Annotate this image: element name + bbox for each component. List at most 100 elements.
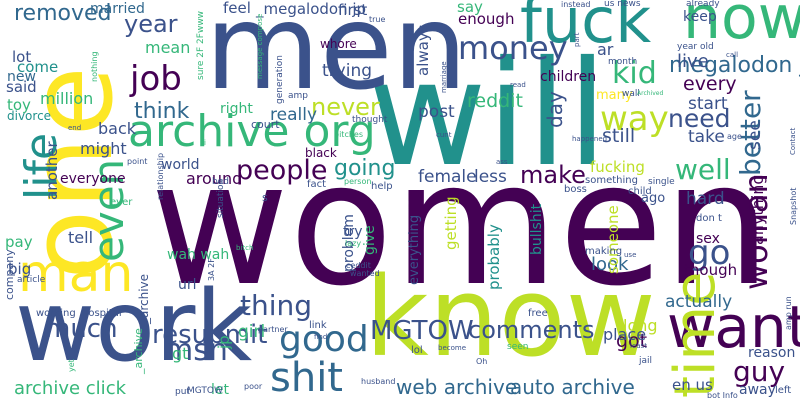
word-call: call <box>726 51 739 59</box>
word-try: try <box>343 224 363 240</box>
word-everything: everything <box>407 214 422 285</box>
word-live: live <box>677 51 709 72</box>
word-new: new <box>7 69 36 85</box>
word-take: take <box>688 127 725 147</box>
word-whore: whore <box>320 37 357 51</box>
word-wah-wah: wah wah <box>167 247 230 263</box>
word-poor: poor <box>244 382 263 391</box>
word-job: job <box>130 59 182 99</box>
word-pay: pay <box>5 233 33 251</box>
word-say: say <box>457 0 483 16</box>
word-people: people <box>236 155 328 186</box>
word-thing: thing <box>240 289 313 322</box>
word-relationship: relationship <box>156 152 165 200</box>
word-enough: enough <box>458 10 515 28</box>
word-getting: getting <box>442 196 460 250</box>
word-much: much <box>45 314 118 344</box>
word-become: become <box>438 344 467 352</box>
word-look: look <box>591 254 629 275</box>
word-wanted: wanted <box>350 269 380 278</box>
word-day: day <box>543 91 567 128</box>
word-ar: ar <box>597 40 614 59</box>
word-year-old: year old <box>677 42 714 52</box>
word-fucking: fucking <box>590 158 645 176</box>
word-lot: lot <box>12 48 32 66</box>
word-instead: instead <box>561 0 591 9</box>
word-thought: thought <box>352 115 388 125</box>
word-going: going <box>334 156 396 181</box>
word-oh: Oh <box>476 357 488 366</box>
word-help: help <box>371 181 393 192</box>
word-gt: gt <box>172 344 189 363</box>
word-girl: girl <box>238 322 266 342</box>
word-need: need <box>668 104 731 133</box>
word-free: free <box>528 308 548 319</box>
word-back: back <box>98 119 137 138</box>
word-ever: ever <box>110 197 133 208</box>
word-archive-small: _archive <box>137 273 151 324</box>
word-link: link <box>309 320 327 331</box>
word-married: married <box>90 1 145 17</box>
word-contact: Contact <box>789 127 797 155</box>
word-article: article <box>17 275 46 285</box>
word-post: post <box>418 102 455 122</box>
word-want: want <box>667 293 800 361</box>
word-yet: yet <box>67 359 76 372</box>
word-might: might <box>80 139 127 158</box>
word-lazy: lazy <box>345 239 362 248</box>
word-though: though <box>684 261 738 279</box>
word-boss: boss <box>564 184 587 195</box>
word-archive-click: archive click <box>14 378 127 399</box>
word-bitch: bitch <box>236 244 254 252</box>
word-black: black <box>305 146 337 160</box>
word-got: got <box>616 330 648 352</box>
word-right: right <box>220 101 253 117</box>
word-resubmit: resubmit <box>152 320 268 350</box>
word-children: children <box>540 69 597 85</box>
word-web-archive: web archive <box>396 375 518 399</box>
word-toy: toy <box>7 96 31 114</box>
word-place: place <box>603 325 647 344</box>
word-use: use <box>624 251 637 259</box>
word-company: company <box>3 249 16 300</box>
word-underscore-archive: _archive <box>132 328 145 374</box>
word-ago: ago <box>641 191 666 206</box>
word-every: every <box>683 73 737 95</box>
word-never: never <box>311 93 380 121</box>
word-million: million <box>40 89 94 108</box>
word-age: age <box>727 132 742 141</box>
word-left: left <box>775 385 792 396</box>
word-really: really <box>270 105 317 125</box>
word-husband: husband <box>361 377 396 386</box>
word-bad: bad <box>212 177 229 187</box>
word-read: read <box>510 81 526 89</box>
word-good: good <box>279 319 369 360</box>
word-court: court <box>251 118 280 131</box>
word-bot-info: bot Info <box>707 391 738 400</box>
word-kid: kid <box>612 56 657 91</box>
word-person: person <box>344 177 372 186</box>
word-hospital: hospital <box>82 308 122 319</box>
word-know: know <box>365 253 656 381</box>
word-nothing: nothing <box>90 51 99 82</box>
word-point: point <box>127 157 148 166</box>
word-situation: situation <box>216 178 226 218</box>
word-reason: reason <box>748 345 796 361</box>
word-bullshit: bullshit <box>529 203 545 255</box>
word-hard: hard <box>686 189 725 209</box>
word-url: url <box>178 277 197 293</box>
word-put: put <box>175 387 190 397</box>
word-comments: comments <box>468 316 595 344</box>
word-fuck: fuck <box>520 0 652 57</box>
word-work: work <box>15 270 253 384</box>
word-happened: happened <box>572 135 608 143</box>
word-us-news: us news <box>604 0 641 9</box>
word-3a-2f: 3A 2F <box>207 258 216 281</box>
word-sex: sex <box>696 231 720 247</box>
word-away: away <box>739 382 776 398</box>
word-part: part <box>573 32 581 47</box>
word-around: around <box>186 169 243 188</box>
word-archive-org: archive org <box>128 106 376 157</box>
word-well: well <box>675 153 731 186</box>
